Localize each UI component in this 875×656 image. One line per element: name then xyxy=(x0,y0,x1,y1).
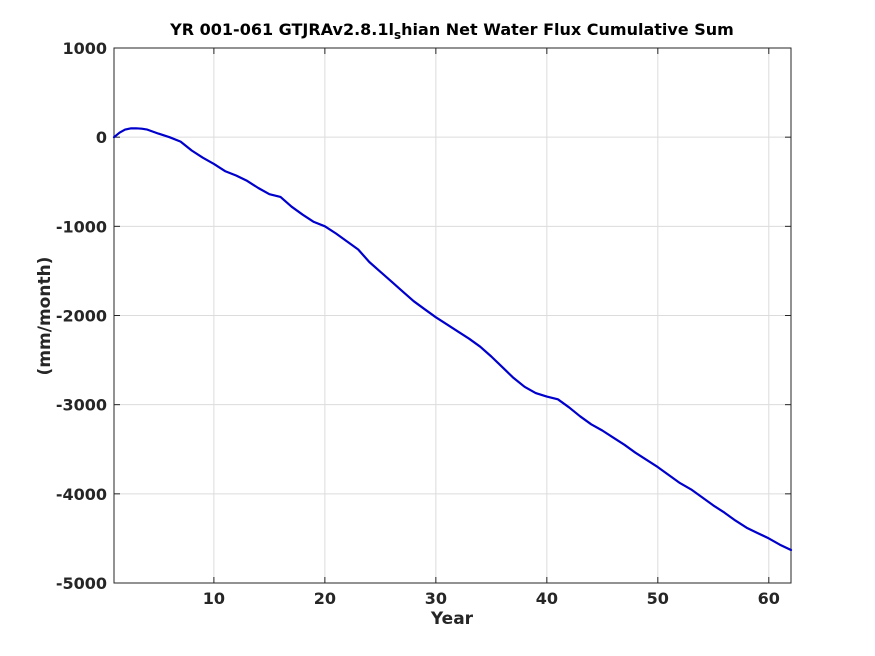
x-tick-label: 50 xyxy=(647,589,669,608)
y-tick-label: -1000 xyxy=(56,217,107,236)
x-tick-label: 20 xyxy=(314,589,336,608)
y-tick-label: -4000 xyxy=(56,485,107,504)
y-tick-label: 1000 xyxy=(62,39,107,58)
x-axis-label: Year xyxy=(430,609,474,629)
y-tick-label: -2000 xyxy=(56,307,107,326)
chart-title: YR 001-061 GTJRAv2.8.1lshian Net Water F… xyxy=(169,20,734,42)
y-tick-label: 0 xyxy=(96,128,107,147)
x-tick-label: 10 xyxy=(203,589,225,608)
series-line-net-water-flux xyxy=(112,127,793,552)
chart-title-prefix: YR 001-061 GTJRAv2.8.1l xyxy=(169,20,394,39)
y-tick-label: -5000 xyxy=(56,574,107,593)
x-tick-label: 30 xyxy=(425,589,447,608)
y-axis-label: (mm/month) xyxy=(35,257,55,376)
chart-title-suffix: hian Net Water Flux Cumulative Sum xyxy=(401,20,734,39)
y-tick-label: -3000 xyxy=(56,396,107,415)
x-tick-label: 60 xyxy=(758,589,780,608)
ticks: 10 20 30 40 50 60 1000 0 -1000 -2000 -3000 -4000 -50… xyxy=(56,39,791,608)
chart-title-subscript: s xyxy=(394,28,401,42)
grid xyxy=(114,47,791,584)
x-tick-label: 40 xyxy=(536,589,558,608)
